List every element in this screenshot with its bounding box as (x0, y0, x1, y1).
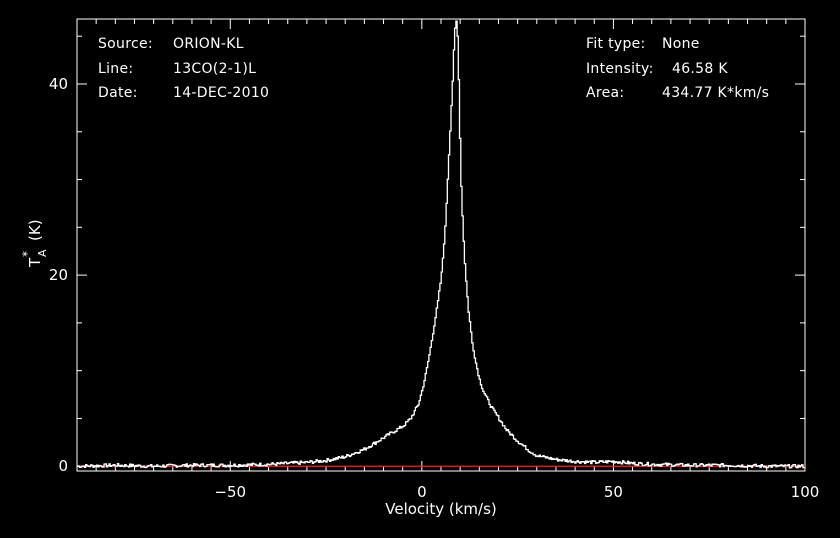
axis-ticks (77, 19, 806, 471)
y-tick-label: 40 (49, 75, 68, 93)
date-value: 14-DEC-2010 (173, 85, 270, 101)
x-axis-label: Velocity (km/s) (385, 500, 496, 518)
y-axis-label-unit: (K) (26, 219, 44, 241)
x-tick-label: 100 (791, 483, 820, 501)
line-value: 13CO(2-1)L (173, 61, 257, 77)
y-axis-label-sup: * (20, 251, 34, 257)
y-axis-label-sub: A (36, 249, 49, 257)
source-value: ORION-KL (173, 36, 244, 52)
fit-type-value: None (662, 36, 700, 52)
x-tick-label: 50 (604, 483, 623, 501)
y-tick-label: 0 (58, 457, 68, 475)
y-axis-label-main: T (26, 257, 44, 268)
spectrum-line (77, 20, 805, 469)
line-label: Line: (98, 61, 134, 77)
axis-tick-labels: −50 0 50 100 0 20 40 (49, 75, 819, 501)
intensity-value: 46.58 K (672, 61, 728, 77)
x-tick-label: 0 (417, 483, 427, 501)
area-value: 434.77 K*km/s (662, 85, 770, 101)
fit-type-label: Fit type: (586, 36, 646, 52)
intensity-label: Intensity: (586, 61, 654, 77)
date-label: Date: (98, 85, 138, 101)
source-label: Source: (98, 36, 153, 52)
x-tick-label: −50 (214, 483, 246, 501)
area-label: Area: (586, 85, 625, 101)
y-tick-label: 20 (49, 266, 68, 284)
y-axis-label: T A * (K) (20, 219, 49, 268)
